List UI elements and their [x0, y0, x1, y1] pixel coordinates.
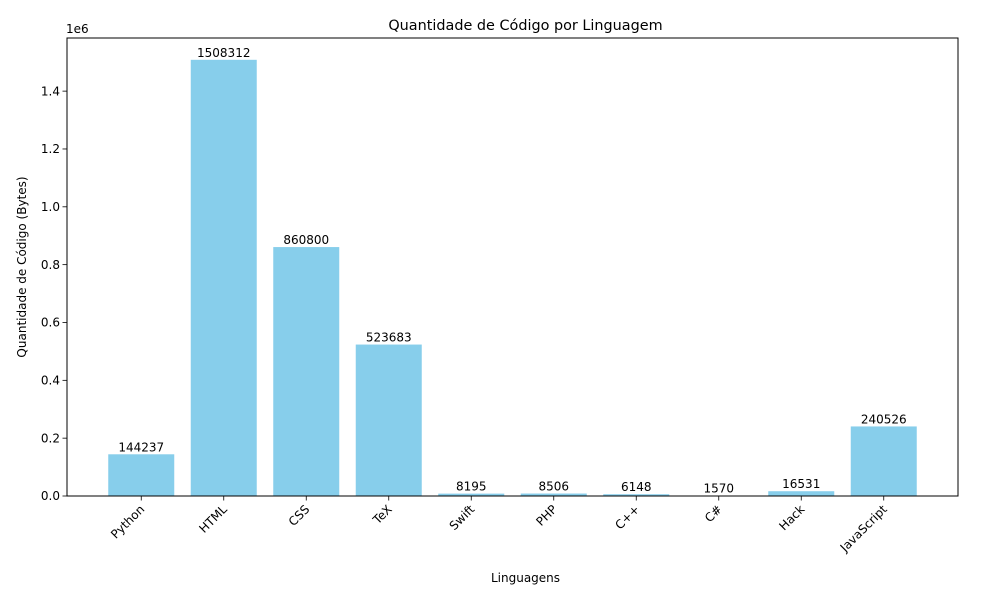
bar-value-label-tex: 523683: [366, 331, 412, 345]
x-tick-label-javascript: JavaScript: [837, 502, 890, 555]
y-axis: 0.0 0.2 0.4 0.6 0.8 1.0 1.2 1.4: [41, 84, 67, 503]
x-tick-label-css: CSS: [286, 502, 313, 529]
bar-value-label-swift: 8195: [456, 480, 487, 494]
bar-tex: [355, 344, 422, 496]
x-axis: Python HTML CSS TeX Swift PHP C++ C# Hack JavaScr…: [108, 496, 890, 555]
bar-value-label-html: 1508312: [197, 46, 250, 60]
bar-value-labels: 144237 1508312 860800 523683 8195 8506 6148 157…: [118, 46, 906, 496]
x-tick-label-html: HTML: [196, 502, 230, 536]
y-tick-label: 1.2: [41, 142, 60, 156]
plot-area-frame: [66, 37, 959, 497]
bar-javascript: [850, 426, 917, 496]
bar-value-label-hack: 16531: [782, 477, 820, 491]
y-tick-label: 0.2: [41, 431, 60, 445]
bar-swift: [438, 493, 505, 496]
y-axis-offset-label: 1e6: [66, 22, 89, 36]
x-tick-label-hack: Hack: [776, 502, 807, 533]
bar-value-label-csharp: 1570: [703, 482, 734, 496]
chart-title: Quantidade de Código por Linguagem: [388, 18, 662, 34]
x-axis-label: Linguagens: [491, 571, 560, 585]
x-tick-label-cplusplus: C++: [612, 502, 642, 532]
y-tick-label: 0.4: [41, 374, 60, 388]
x-tick-label-tex: TeX: [369, 502, 394, 527]
y-tick-label: 1.4: [41, 84, 60, 98]
bar-python: [108, 454, 175, 496]
bar-value-label-cplusplus: 6148: [621, 480, 652, 494]
bar-hack: [768, 491, 835, 496]
bar-value-label-javascript: 240526: [861, 412, 907, 426]
x-tick-label-php: PHP: [533, 502, 560, 529]
bar-value-label-php: 8506: [538, 480, 569, 494]
y-tick-label: 0.0: [41, 489, 60, 503]
x-tick-label-swift: Swift: [447, 502, 478, 533]
bar-php: [520, 493, 587, 496]
y-tick-label: 1.0: [41, 200, 60, 214]
bar-cplusplus: [603, 494, 670, 496]
bar-value-label-python: 144237: [118, 440, 164, 454]
bar-css: [273, 247, 340, 496]
x-tick-label-python: Python: [108, 502, 147, 541]
bar-html: [190, 59, 257, 497]
y-tick-label: 0.6: [41, 316, 60, 330]
bar-value-label-css: 860800: [283, 233, 329, 247]
y-axis-label: Quantidade de Código (Bytes): [15, 176, 29, 357]
x-tick-label-csharp: C#: [702, 502, 725, 525]
bars-group: [108, 59, 917, 497]
y-tick-label: 0.8: [41, 258, 60, 272]
